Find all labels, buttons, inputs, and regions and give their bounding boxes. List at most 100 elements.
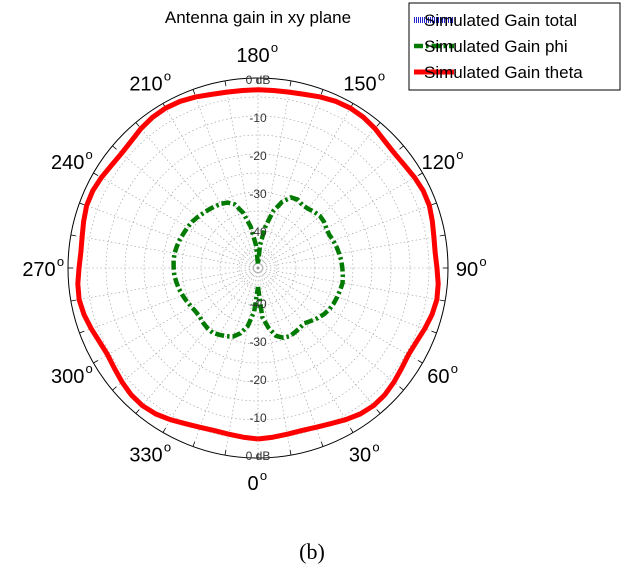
grid-spoke (79, 202, 259, 269)
angle-tick-mark (431, 202, 437, 206)
radial-tick-labels: 0 dB 0 dB -10 -10 -20 -20 -30 -30 -40 -40 (246, 73, 271, 463)
angle-tick-label: 240 (51, 152, 84, 174)
grid-spoke (257, 267, 423, 364)
grid-ring (162, 172, 354, 364)
legend-label-1: Simulated Gain phi (424, 37, 568, 56)
angle-tick-label: 60 (427, 366, 449, 388)
angle-tick-mark (418, 360, 423, 364)
angle-tick-label: 150 (343, 74, 376, 96)
angle-tick-mark (93, 360, 98, 364)
polar-grid (67, 77, 449, 459)
angle-tick-mark (70, 299, 76, 302)
radial-tick-label-top: -10 (249, 111, 267, 125)
degree-symbol: o (456, 147, 463, 162)
degree-symbol: o (57, 254, 64, 269)
grid-spoke (192, 89, 259, 269)
radial-tick-label-bottom: -40 (249, 297, 267, 311)
angle-tick-mark (350, 428, 354, 433)
angle-tick-mark (79, 202, 85, 206)
grid-spoke (112, 267, 259, 391)
angle-tick-mark (440, 234, 446, 237)
angle-tick-mark (440, 299, 446, 302)
grid-spoke (93, 172, 259, 269)
degree-symbol: o (451, 361, 458, 376)
angle-tick-label-group: 30 o (349, 439, 380, 466)
angle-tick-label: 90 (456, 259, 478, 281)
angle-tick-label-group: 120 o (422, 147, 464, 174)
angle-tick-mark (135, 409, 140, 414)
degree-symbol: o (260, 468, 267, 483)
angle-tick-label: 330 (129, 444, 162, 466)
degree-symbol: o (86, 361, 93, 376)
legend: Simulated Gain total Simulated Gain phi Si… (408, 2, 621, 91)
angle-tick-mark (70, 234, 76, 237)
angle-tick-mark (289, 80, 292, 86)
legend-label-0: Simulated Gain total (424, 11, 577, 30)
angle-tick-label: 120 (422, 152, 455, 174)
degree-symbol: o (479, 254, 486, 269)
series-line-2 (75, 87, 441, 442)
angle-tick-label-group: 300 o (51, 361, 93, 388)
angle-tick-mark (162, 428, 166, 433)
degree-symbol: o (271, 40, 278, 55)
angle-tick-mark (399, 386, 404, 391)
angle-tick-label: 0 (247, 473, 258, 495)
radial-tick-label-bottom: 0 dB (246, 449, 271, 463)
angle-tick-mark (224, 450, 227, 456)
angle-tick-mark (192, 441, 196, 447)
angle-tick-mark (112, 386, 117, 391)
chart-title: Antenna gain in xy plane (165, 8, 351, 27)
angle-tick-mark (320, 441, 324, 447)
radial-tick-label-top: -30 (249, 187, 267, 201)
radial-tick-label-top: 0 dB (246, 73, 271, 87)
angle-tick-mark (320, 89, 324, 95)
grid-ring (200, 210, 316, 326)
angle-tick-label: 30 (349, 444, 371, 466)
angle-tick-mark (135, 122, 140, 127)
angle-tick-label-group: 60 o (427, 361, 458, 388)
angle-tick-mark (289, 450, 292, 456)
degree-symbol: o (378, 69, 385, 84)
grid-spoke (162, 267, 259, 433)
angle-tick-label-group: 150 o (343, 69, 385, 96)
angle-tick-mark (399, 145, 404, 150)
angle-tick-label-group: 210 o (129, 69, 171, 96)
angle-tick-label-group: 330 o (129, 439, 171, 466)
legend-label-2: Simulated Gain theta (424, 63, 583, 82)
radial-tick-label-top: -40 (249, 225, 267, 239)
degree-symbol: o (164, 439, 171, 454)
angle-tick-label-group: 180 o (236, 40, 278, 67)
radial-tick-label-bottom: -10 (249, 411, 267, 425)
grid-ring (124, 134, 392, 402)
radial-tick-label-bottom: -30 (249, 335, 267, 349)
angle-tick-label-group: 270 o (22, 254, 64, 281)
angle-tick-mark (93, 172, 98, 176)
radial-tick-label-top: -20 (249, 149, 267, 163)
angle-tick-mark (79, 330, 85, 334)
figure-caption: (b) (299, 539, 325, 564)
angle-tick-label: 180 (236, 45, 269, 67)
grid-ring (105, 115, 411, 421)
degree-symbol: o (86, 147, 93, 162)
angle-tick-mark (224, 80, 227, 86)
grid-ring (143, 153, 373, 383)
angle-tick-label: 210 (129, 74, 162, 96)
angle-tick-mark (376, 409, 381, 414)
grid-ring (181, 191, 335, 345)
angle-tick-mark (418, 172, 423, 176)
angle-tick-mark (192, 89, 196, 95)
angle-tick-mark (376, 122, 381, 127)
radial-tick-label-bottom: -20 (249, 373, 267, 387)
series-layer (75, 87, 441, 442)
grid-spoke (135, 267, 259, 414)
angle-tick-label-group: 240 o (51, 147, 93, 174)
grid-spoke (257, 267, 381, 414)
grid-ring (219, 229, 297, 307)
angle-tick-mark (112, 145, 117, 150)
angle-tick-label: 270 (22, 259, 55, 281)
grid-spoke (257, 267, 404, 391)
angle-tick-label-group: 90 o (456, 254, 487, 281)
